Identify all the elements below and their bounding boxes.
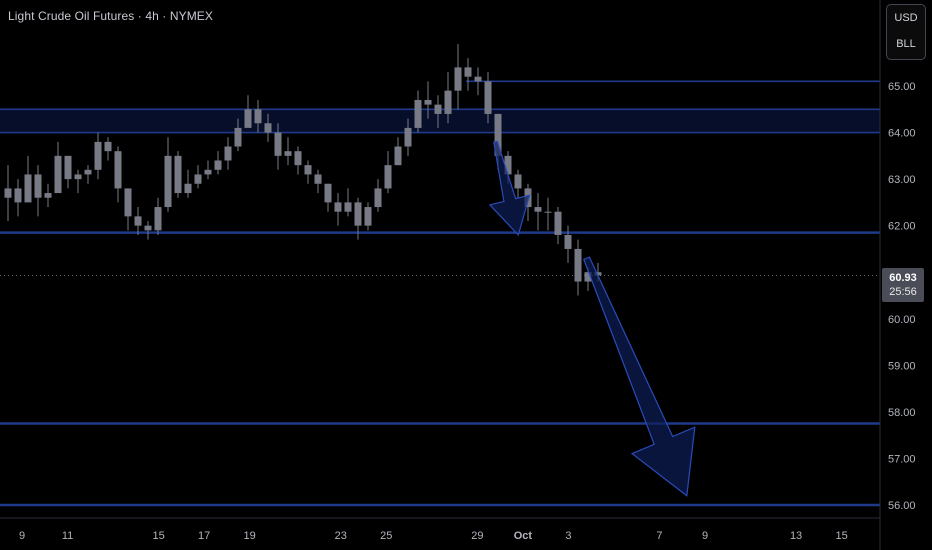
currency-label[interactable]: USD (894, 12, 918, 24)
time-tick-label: 25 (380, 530, 392, 542)
candle (154, 197, 162, 235)
candle (94, 132, 102, 180)
candle (394, 137, 402, 166)
candle (264, 113, 272, 142)
candle (544, 197, 552, 231)
candle (514, 169, 522, 198)
time-tick-label: 17 (198, 530, 210, 542)
zone-band (0, 109, 880, 133)
candle (184, 169, 192, 198)
candle (384, 151, 392, 194)
price-tick-label: 60.00 (888, 314, 916, 326)
candle (354, 197, 362, 240)
candles (4, 44, 602, 296)
candle (14, 179, 22, 217)
price-tick-label: 58.00 (888, 407, 916, 419)
candle (114, 146, 122, 203)
candle (454, 44, 462, 110)
candle (84, 165, 92, 184)
chart-title: Light Crude Oil Futures · 4h · NYMEX (8, 9, 214, 23)
candle (344, 188, 352, 217)
candle (404, 118, 412, 156)
candle (44, 183, 52, 208)
bar-countdown: 25:56 (889, 286, 917, 298)
price-axis[interactable]: 56.0057.0058.0059.0060.0061.0062.0063.00… (888, 81, 916, 512)
time-tick-label: 29 (471, 530, 483, 542)
time-tick-label: 11 (62, 530, 73, 542)
candle (144, 221, 152, 240)
time-tick-label: 7 (656, 530, 662, 542)
candle (324, 183, 332, 212)
candle (534, 193, 542, 231)
candle (314, 169, 322, 194)
unit-selector[interactable]: USD BLL (886, 4, 926, 60)
time-tick-label: 9 (19, 530, 25, 542)
time-tick-label: 23 (335, 530, 347, 542)
price-tick-label: 65.00 (888, 81, 916, 93)
candle (424, 81, 432, 119)
candle (554, 207, 562, 245)
candle (414, 90, 422, 133)
candle (274, 123, 282, 170)
forecast-arrow[interactable] (488, 140, 531, 237)
candle (224, 137, 232, 170)
candle (254, 99, 262, 133)
candle (164, 137, 172, 212)
last-price-tag: 60.93 25:56 (882, 268, 924, 302)
candle (464, 58, 472, 91)
candle (564, 225, 572, 263)
candle (174, 151, 182, 198)
price-tick-label: 64.00 (888, 128, 916, 140)
candle (24, 155, 32, 203)
candle (64, 155, 72, 189)
candle (334, 193, 342, 226)
candle (104, 137, 112, 161)
resistance-zone (0, 109, 880, 133)
candle (54, 141, 62, 194)
candle (34, 165, 42, 217)
time-tick-label: 15 (835, 530, 847, 542)
time-tick-label: 9 (702, 530, 708, 542)
time-axis[interactable]: 9 11 15 17 19 23 25 29 Oct 3 7 9 13 15 (19, 530, 848, 542)
last-price-value: 60.93 (889, 272, 917, 284)
candle (4, 165, 12, 222)
price-tick-label: 57.00 (888, 453, 916, 465)
candle (434, 95, 442, 128)
time-tick-label: 3 (565, 530, 571, 542)
candle (284, 137, 292, 166)
candle (444, 72, 452, 124)
forecast-arrows[interactable] (488, 140, 696, 497)
candle (194, 165, 202, 189)
candle (294, 146, 302, 175)
candle (244, 95, 252, 128)
candle (234, 118, 242, 152)
candle (204, 160, 212, 180)
price-tick-label: 63.00 (888, 174, 916, 186)
time-tick-label: Oct (514, 530, 533, 542)
candle (374, 179, 382, 212)
candle (474, 67, 482, 96)
time-tick-label: 19 (244, 530, 256, 542)
candle (574, 239, 582, 296)
price-tick-label: 59.00 (888, 360, 916, 372)
candle (134, 207, 142, 235)
candle (304, 160, 312, 184)
price-tick-label: 56.00 (888, 500, 916, 512)
candle (364, 202, 372, 231)
forecast-arrow[interactable] (583, 256, 696, 497)
candle (124, 188, 132, 231)
time-tick-label: 13 (790, 530, 802, 542)
unit-label[interactable]: BLL (896, 38, 916, 50)
time-tick-label: 15 (152, 530, 164, 542)
candle (74, 169, 82, 194)
price-tick-label: 62.00 (888, 221, 916, 233)
candle (214, 151, 222, 175)
candle (484, 72, 492, 124)
